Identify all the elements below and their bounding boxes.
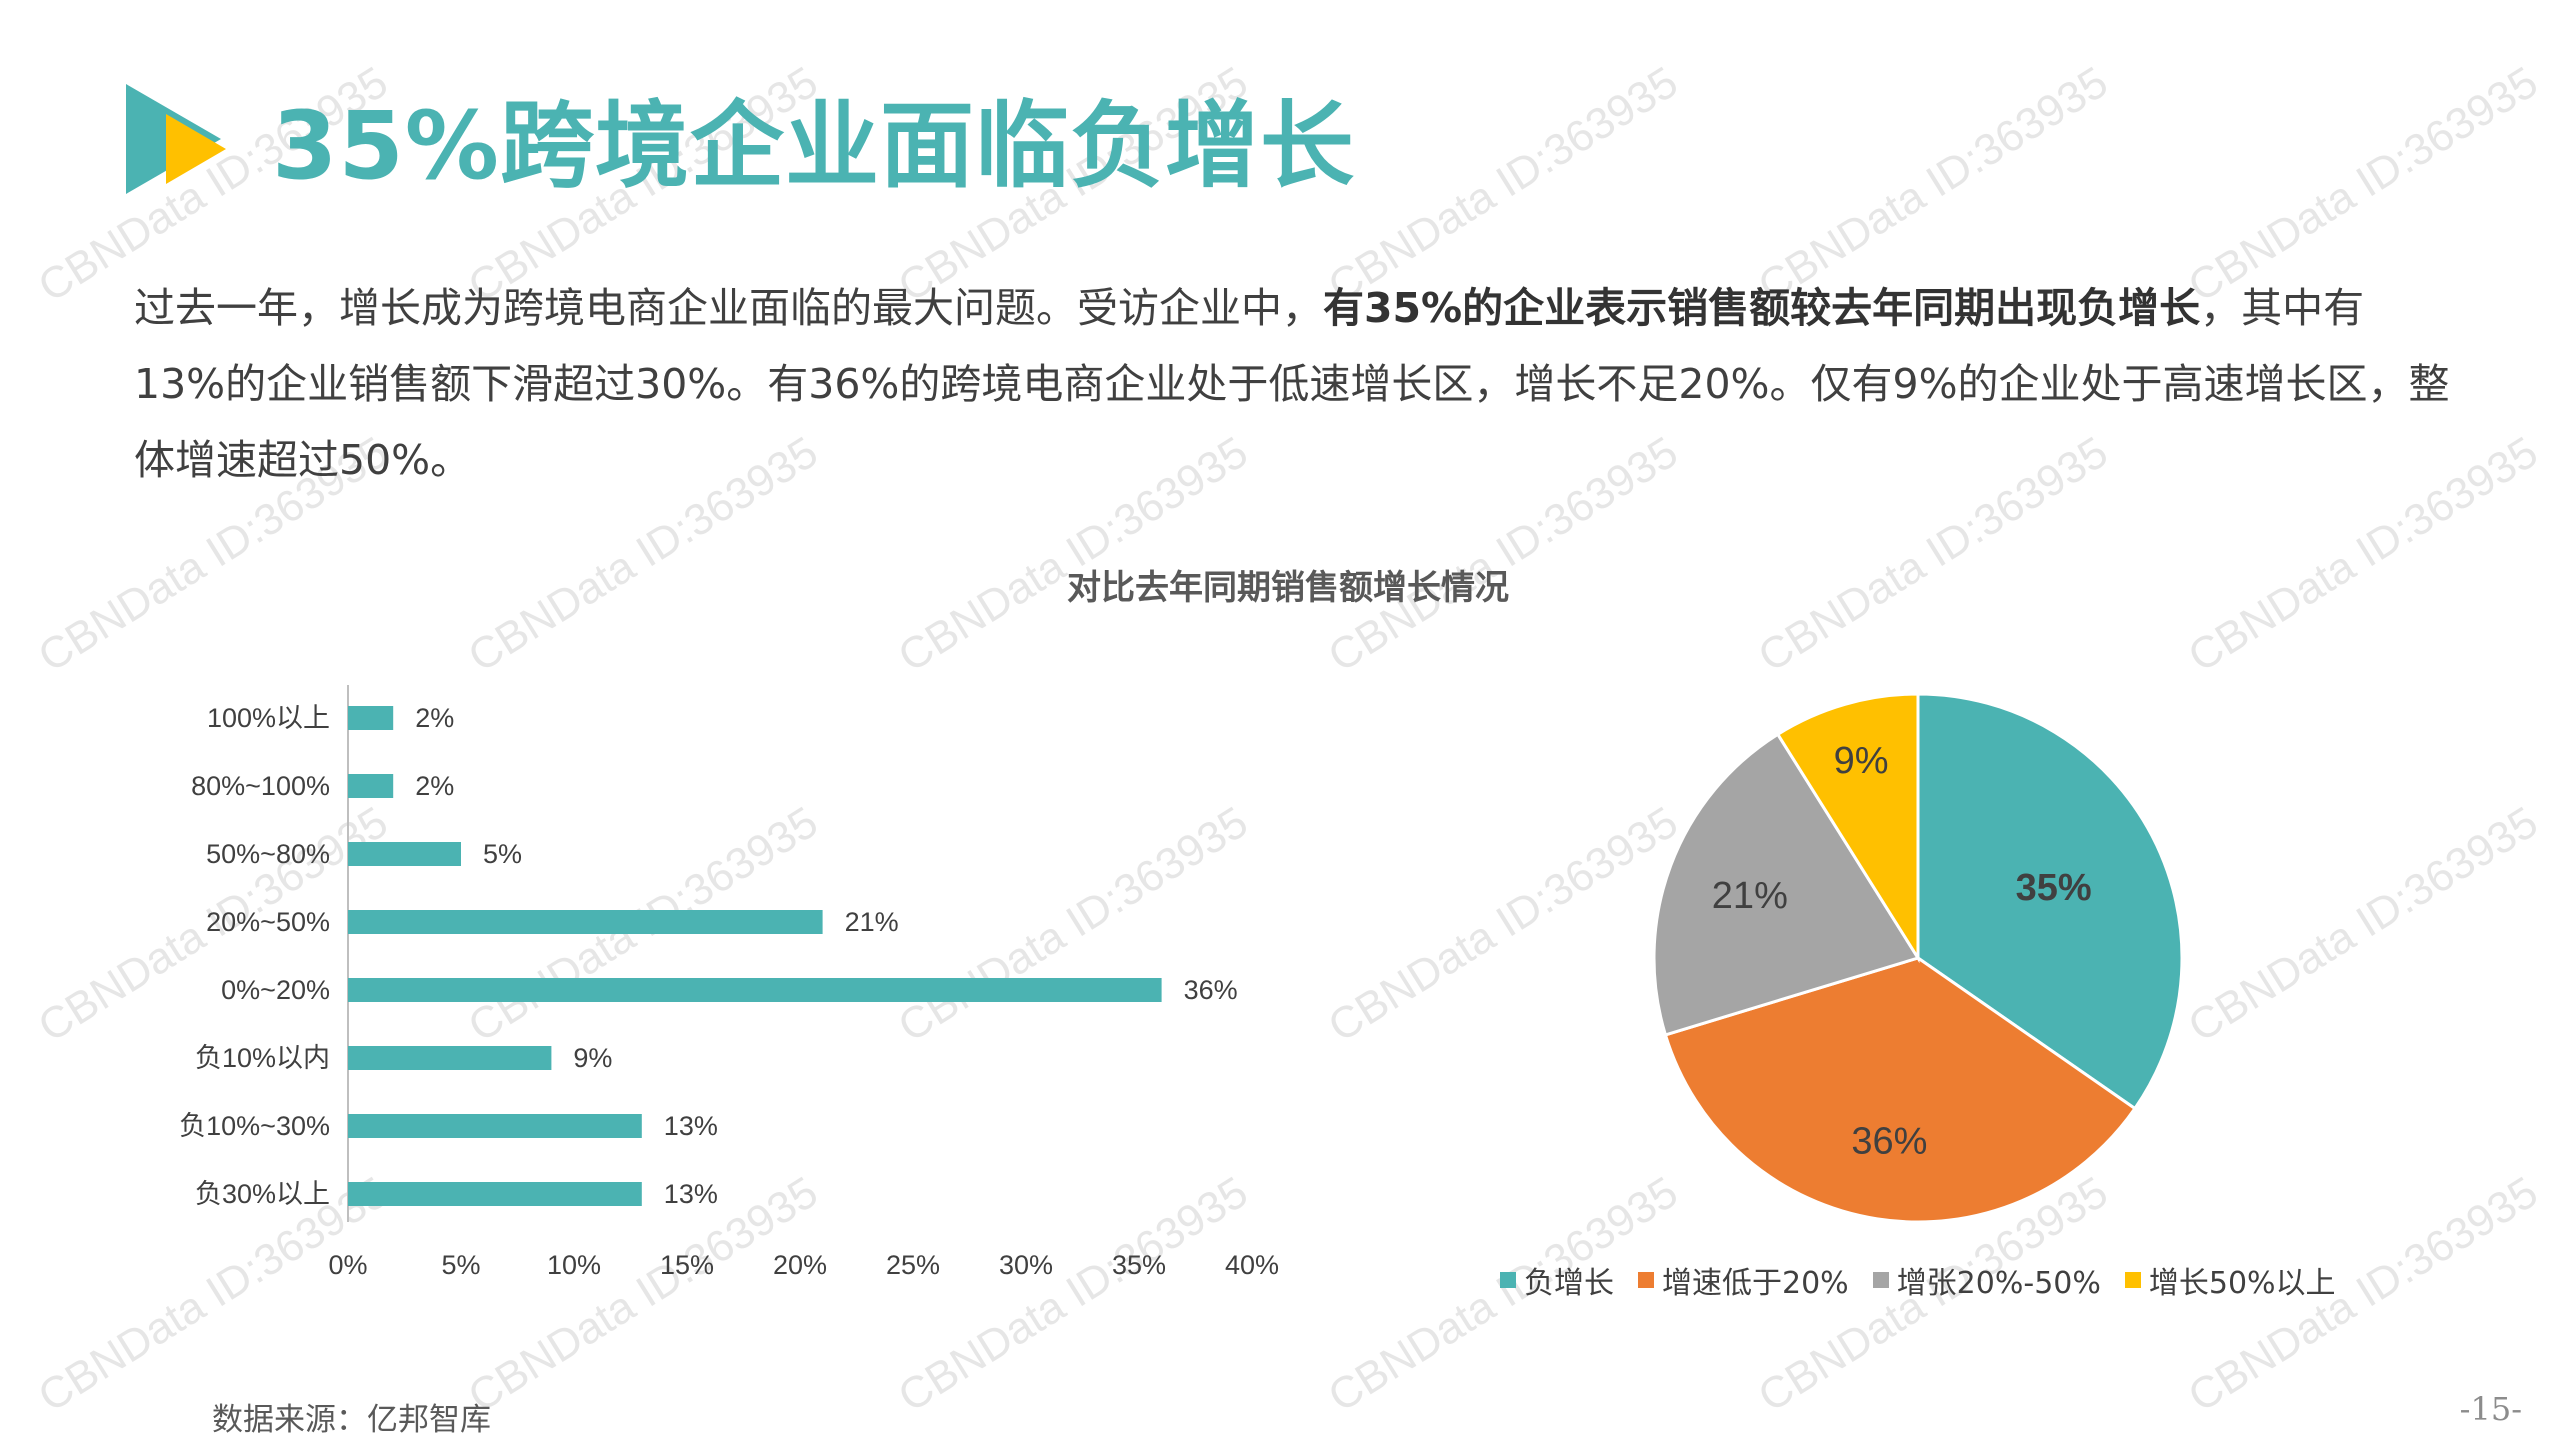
- pie-value-label: 21%: [1712, 875, 1788, 917]
- legend-label: 增长50%以上: [2148, 1266, 2336, 1301]
- bar-6: [348, 1114, 642, 1138]
- logo-icon: [126, 84, 226, 194]
- x-tick-label: 30%: [999, 1250, 1053, 1280]
- bar-2: [348, 842, 461, 866]
- summary-text-1: 过去一年，增长成为跨境电商企业面临的最大问题。受访企业中，: [134, 284, 1323, 332]
- pie-value-label: 9%: [1834, 740, 1889, 782]
- bar-category-label: 50%~80%: [206, 839, 330, 869]
- bar-category-label: 20%~50%: [206, 907, 330, 937]
- bar-value-label: 5%: [483, 839, 522, 869]
- bar-value-label: 2%: [415, 703, 454, 733]
- x-tick-label: 10%: [547, 1250, 601, 1280]
- page-title: 35%跨境企业面临负增长: [272, 92, 1355, 201]
- legend-swatch: [1872, 1272, 1889, 1288]
- summary-text-2: ，其中有13%的企业销售额下滑超过30%。有36%的跨境电商企业处于低速增长区，…: [134, 284, 2450, 484]
- bar-value-label: 36%: [1184, 975, 1238, 1005]
- legend-swatch: [1500, 1272, 1516, 1288]
- bar-0: [348, 706, 394, 730]
- x-tick-label: 15%: [660, 1250, 714, 1280]
- legend-swatch: [2124, 1272, 2141, 1288]
- legend-label: 增张20%-50%: [1896, 1266, 2101, 1301]
- bar-value-label: 9%: [573, 1043, 612, 1073]
- pie-slice-3: [1775, 692, 1920, 964]
- bar-category-label: 0%~20%: [221, 975, 330, 1005]
- bar-4: [348, 978, 1162, 1002]
- x-tick-label: 5%: [441, 1250, 480, 1280]
- page-number: -15-: [2459, 1390, 2522, 1428]
- x-tick-label: 40%: [1225, 1250, 1279, 1280]
- bar-category-label: 负10%~30%: [179, 1111, 330, 1141]
- watermark-text: CBNData ID:363935: [1750, 797, 2117, 1052]
- bar-category-label: 100%以上: [207, 703, 330, 733]
- watermark-text: CBNData ID:363935: [1320, 797, 1687, 1052]
- bar-value-label: 13%: [664, 1179, 718, 1209]
- bar-1: [348, 774, 394, 798]
- chart-title: 对比去年同期销售额增长情况: [1067, 568, 1509, 608]
- bar-value-label: 2%: [415, 771, 454, 801]
- bar-category-label: 80%~100%: [191, 771, 330, 801]
- x-tick-label: 35%: [1112, 1250, 1166, 1280]
- legend-item-high: 增长50%以上: [2124, 1258, 2336, 1302]
- pie-value-label: 35%: [2016, 867, 2092, 909]
- legend-item-mid: 增张20%-50%: [1872, 1258, 2101, 1302]
- x-tick-label: 25%: [886, 1250, 940, 1280]
- pie-slice-2: [1652, 732, 1921, 1037]
- bar-5: [348, 1046, 552, 1070]
- bar-3: [348, 910, 823, 934]
- pie-slice-0: [1916, 692, 2184, 1111]
- bar-category-label: 负30%以上: [195, 1179, 330, 1209]
- bar-value-label: 13%: [664, 1111, 718, 1141]
- x-tick-label: 0%: [328, 1250, 367, 1280]
- bar-7: [348, 1182, 642, 1206]
- legend-item-negative: 负增长: [1500, 1258, 1614, 1302]
- summary-highlight: 有35%的企业表示销售额较去年同期出现负增长: [1323, 284, 2201, 332]
- data-source: 数据来源：亿邦智库: [212, 1402, 491, 1438]
- pie-legend: 负增长 增速低于20% 增张20%-50% 增长50%以上: [1500, 1258, 2346, 1302]
- x-tick-label: 20%: [773, 1250, 827, 1280]
- legend-swatch: [1638, 1272, 1654, 1288]
- legend-label: 增速低于20%: [1662, 1266, 1849, 1301]
- pie-value-label: 36%: [1851, 1121, 1927, 1163]
- bar-chart: 100%以上 2% 80%~100% 2% 50%~80% 5% 20%~50% 21% 0%~…: [179, 685, 1279, 1280]
- pie-slice-1: [1663, 956, 2137, 1224]
- watermark-text: CBNData ID:363935: [2180, 797, 2547, 1052]
- legend-item-low: 增速低于20%: [1638, 1258, 1849, 1302]
- legend-label: 负增长: [1524, 1266, 1614, 1301]
- bar-category-label: 负10%以内: [195, 1043, 330, 1073]
- bar-value-label: 21%: [845, 907, 899, 937]
- summary-paragraph: 过去一年，增长成为跨境电商企业面临的最大问题。受访企业中，有35%的企业表示销售…: [134, 270, 2454, 498]
